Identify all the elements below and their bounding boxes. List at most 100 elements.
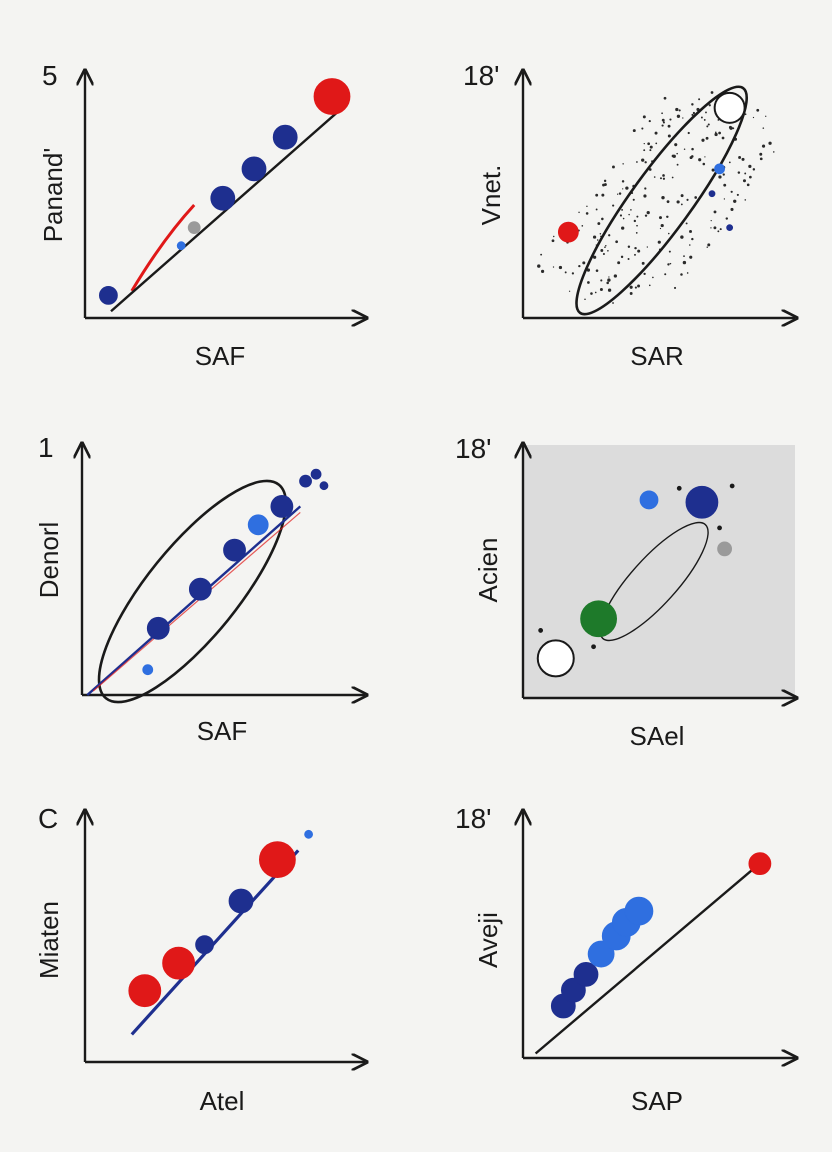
background-dot bbox=[683, 255, 685, 258]
background-dot bbox=[685, 222, 688, 225]
data-point-5 bbox=[717, 541, 732, 557]
panel-5-ylabel: Miaten bbox=[34, 901, 64, 979]
background-dot bbox=[599, 287, 603, 291]
background-dot bbox=[752, 116, 755, 119]
data-point-8 bbox=[310, 468, 322, 480]
background-dot bbox=[622, 217, 625, 220]
background-dot bbox=[710, 220, 712, 222]
data-point-8 bbox=[676, 485, 682, 491]
background-dot bbox=[701, 138, 705, 142]
background-dot bbox=[671, 176, 674, 179]
background-dot bbox=[654, 131, 658, 135]
background-dot bbox=[648, 284, 651, 287]
background-dot bbox=[605, 245, 607, 247]
data-point-2 bbox=[176, 241, 186, 251]
background-dot bbox=[676, 114, 681, 118]
background-dot bbox=[612, 302, 614, 304]
background-dot bbox=[641, 127, 644, 130]
background-dot bbox=[644, 161, 647, 164]
panel-1-xlabel: SAF bbox=[195, 341, 246, 371]
panel-4: 18' Acien SAel bbox=[455, 433, 795, 751]
panel-3: 1 Denorl SAF bbox=[34, 432, 365, 746]
panel-5-ytick-top: C bbox=[38, 803, 58, 834]
background-dot bbox=[660, 223, 664, 228]
background-dot bbox=[741, 157, 745, 161]
background-dot bbox=[646, 210, 650, 215]
background-dot bbox=[700, 116, 703, 119]
background-dot bbox=[667, 124, 671, 128]
background-dot bbox=[642, 115, 646, 119]
background-dot bbox=[622, 188, 624, 190]
data-point-7 bbox=[624, 896, 654, 926]
background-dot bbox=[600, 249, 604, 252]
background-dot bbox=[759, 157, 763, 161]
panel-4-ylabel: Acien bbox=[473, 537, 503, 602]
background-dot bbox=[621, 208, 624, 211]
background-dot bbox=[537, 264, 541, 268]
background-dot bbox=[617, 261, 621, 265]
background-dot bbox=[662, 177, 666, 180]
background-dot bbox=[595, 208, 598, 211]
background-dot bbox=[738, 156, 742, 159]
background-dot bbox=[636, 215, 639, 218]
background-dot bbox=[717, 230, 720, 233]
panel-5-xlabel: Atel bbox=[200, 1086, 245, 1116]
data-point-6 bbox=[272, 124, 298, 150]
background-dot bbox=[612, 204, 615, 207]
background-dot bbox=[669, 262, 672, 265]
background-dot bbox=[607, 278, 611, 282]
background-dot bbox=[691, 147, 694, 151]
data-point-1 bbox=[557, 221, 579, 243]
panel-1-ytick-top: 5 bbox=[42, 60, 58, 91]
background-dot bbox=[662, 174, 665, 177]
data-point-1 bbox=[128, 974, 162, 1008]
background-dot bbox=[730, 207, 734, 211]
background-dot bbox=[601, 193, 605, 197]
background-dot bbox=[737, 171, 741, 174]
panel-6-ytick-top: 18' bbox=[455, 803, 492, 834]
background-dot bbox=[612, 165, 615, 169]
background-dot bbox=[676, 200, 680, 204]
background-dot bbox=[644, 187, 647, 190]
background-dot bbox=[541, 269, 545, 273]
data-point-6 bbox=[142, 664, 154, 676]
background-dot bbox=[578, 211, 580, 214]
background-dot bbox=[629, 285, 633, 289]
background-dot bbox=[658, 216, 662, 220]
panel-2-ylabel: Vnet. bbox=[476, 165, 506, 226]
background-dot bbox=[756, 108, 760, 112]
panel-3-xlabel: SAF bbox=[197, 716, 248, 746]
background-dot bbox=[680, 194, 684, 198]
background-dot bbox=[647, 142, 651, 146]
background-dot bbox=[708, 104, 711, 107]
background-dot bbox=[633, 219, 637, 223]
background-dot bbox=[707, 123, 710, 126]
background-dot bbox=[718, 131, 721, 135]
background-dot bbox=[607, 288, 612, 292]
data-point-3 bbox=[223, 538, 246, 562]
panel-6-ylabel: Aveji bbox=[473, 912, 503, 968]
data-point-3 bbox=[685, 485, 719, 519]
trend-line bbox=[110, 109, 341, 313]
background-dot bbox=[603, 179, 607, 183]
data-point-10 bbox=[717, 525, 722, 531]
panel-1: 5 Panand' SAF bbox=[38, 60, 365, 371]
panel-6: 18' Aveji SAP bbox=[455, 803, 795, 1116]
background-dot bbox=[666, 215, 669, 219]
background-dot bbox=[675, 107, 679, 112]
background-dot bbox=[694, 196, 698, 199]
background-dot bbox=[551, 239, 555, 243]
background-dot bbox=[667, 263, 670, 266]
background-dot bbox=[680, 203, 683, 206]
background-dot bbox=[759, 152, 763, 156]
confidence-ellipse bbox=[97, 479, 288, 704]
background-dot bbox=[762, 127, 765, 129]
background-dot bbox=[746, 183, 750, 187]
background-dot bbox=[728, 125, 732, 129]
background-dot bbox=[632, 198, 635, 201]
background-dot bbox=[689, 244, 691, 246]
background-dot bbox=[582, 261, 586, 265]
background-dot bbox=[643, 194, 647, 198]
background-dot bbox=[706, 125, 709, 128]
